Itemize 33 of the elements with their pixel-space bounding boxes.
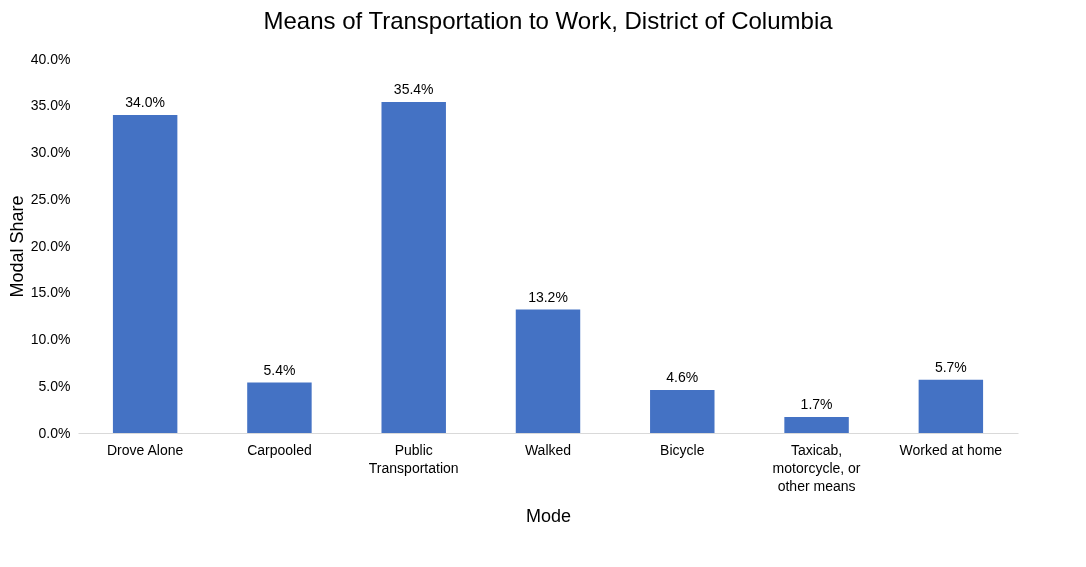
- data-label: 5.4%: [263, 361, 296, 378]
- y-tick-label: 25.0%: [30, 190, 71, 207]
- bar: [515, 309, 581, 433]
- x-tick-label: Taxicab, motorcycle, or other means: [772, 441, 861, 494]
- bar: [381, 102, 446, 433]
- y-tick-label: 35.0%: [30, 97, 71, 114]
- bar: [784, 417, 849, 433]
- y-tick-label: 30.0%: [30, 144, 71, 160]
- bar: [247, 382, 312, 433]
- data-label: 34.0%: [125, 94, 165, 111]
- y-tick-label: 0.0%: [38, 424, 71, 441]
- x-tick-label: Worked at home: [899, 441, 1003, 458]
- data-label: 1.7%: [800, 396, 833, 413]
- y-tick-label: 5.0%: [38, 377, 71, 394]
- x-tick-label: Drove Alone: [107, 441, 184, 458]
- data-label: 4.6%: [666, 368, 699, 385]
- chart-title: Means of Transportation to Work, District of Columbia: [263, 7, 834, 34]
- bar: [918, 379, 984, 433]
- y-tick-label: 10.0%: [30, 331, 71, 347]
- bar: [112, 115, 178, 433]
- y-tick-label: 20.0%: [30, 237, 71, 254]
- bar: [650, 389, 715, 433]
- data-label: 35.4%: [393, 81, 434, 98]
- y-tick-label: 40.0%: [30, 50, 71, 67]
- x-tick-label: Walked: [524, 441, 572, 458]
- x-tick-label: Public Transportation: [368, 441, 459, 476]
- data-label: 5.7%: [934, 358, 967, 375]
- x-axis-title: Mode: [525, 505, 572, 526]
- y-tick-label: 15.0%: [30, 284, 71, 301]
- x-tick-label: Carpooled: [247, 441, 312, 458]
- x-tick-label: Bicycle: [660, 441, 705, 458]
- data-label: 13.2%: [528, 288, 568, 305]
- y-axis-title: Modal Share: [6, 195, 27, 298]
